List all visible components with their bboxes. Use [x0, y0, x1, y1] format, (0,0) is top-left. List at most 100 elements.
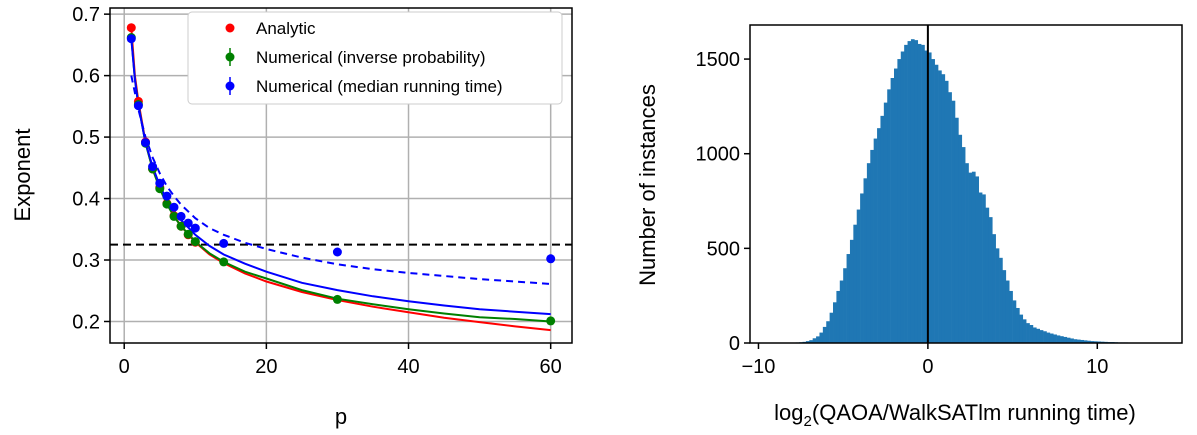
histogram-bar — [1039, 330, 1044, 343]
histogram-bar — [1026, 323, 1030, 344]
data-point — [183, 218, 193, 228]
data-point — [141, 138, 150, 148]
data-point — [190, 237, 200, 247]
histogram-bar — [927, 52, 932, 343]
right-y-axis-label: Number of instances — [635, 84, 660, 286]
legend-label-inverse-probability: Numerical (inverse probability) — [256, 48, 486, 67]
histogram-bar — [887, 89, 891, 343]
histogram-bar — [1046, 332, 1051, 343]
histogram-bar — [839, 280, 844, 343]
histogram-bar — [992, 234, 996, 343]
data-point — [162, 199, 172, 209]
histogram-bar — [812, 338, 817, 343]
histogram-bar — [982, 194, 986, 343]
left-x-tick-label: 60 — [540, 356, 562, 378]
right-x-tick-label: 0 — [922, 356, 933, 378]
data-point — [148, 162, 158, 172]
histogram-bar — [965, 163, 969, 343]
histogram-bar — [826, 321, 830, 343]
left-y-tick-label: 0.4 — [72, 189, 100, 211]
left-plot-frame — [109, 7, 573, 344]
histogram-bar — [900, 51, 905, 343]
histogram-bar — [931, 59, 935, 343]
histogram-bar — [1053, 334, 1057, 343]
legend-marker-analytic — [225, 23, 235, 33]
histogram-bar — [880, 115, 885, 343]
right-x-axis-label-base: 2 — [804, 413, 812, 430]
legend-entry-median-running-time: Numerical (median running time) — [225, 77, 503, 96]
histogram-bar — [954, 117, 959, 343]
legend-label-analytic: Analytic — [256, 19, 316, 38]
legend-label-median-running-time: Numerical (median running time) — [256, 77, 503, 96]
histogram-bar — [822, 326, 827, 343]
right-x-ticks: −10 0 10 — [742, 343, 1108, 378]
data-point — [162, 191, 172, 201]
right-y-tick-label: 0 — [729, 333, 740, 355]
histogram-bar — [910, 39, 915, 343]
histogram-bar — [860, 193, 864, 343]
exponent-chart: 0 20 40 60 0.2 0.3 0.4 0.5 0.6 0.7 p Exponent An… — [10, 4, 573, 429]
data-point — [332, 247, 342, 257]
left-y-tick-label: 0.2 — [72, 311, 100, 333]
right-x-tick-label: −10 — [742, 356, 776, 378]
histogram-bar — [1083, 340, 1088, 343]
left-x-tick-label: 0 — [119, 356, 130, 378]
data-point — [176, 221, 186, 231]
histogram-bar — [961, 147, 966, 343]
histogram-bar — [985, 207, 990, 343]
histogram-bar — [1012, 300, 1017, 343]
histogram-bar — [971, 171, 976, 343]
data-point — [126, 23, 136, 33]
right-y-tick-label: 1000 — [696, 144, 741, 166]
data-point — [219, 238, 229, 248]
histogram-bar — [904, 44, 908, 344]
left-fit-lines — [110, 27, 572, 332]
histogram-bar — [975, 176, 980, 343]
right-y-ticks: 0 500 1000 1500 — [696, 49, 750, 355]
histogram-bar — [1009, 290, 1013, 343]
histogram-bar — [1005, 280, 1010, 343]
histogram-bar — [988, 217, 993, 344]
data-point — [332, 294, 342, 304]
right-y-tick-label: 500 — [707, 238, 740, 260]
histogram-bar — [805, 341, 810, 343]
left-y-tick-label: 0.5 — [72, 127, 100, 149]
histogram-bar — [1073, 339, 1078, 343]
histogram-bar — [853, 224, 858, 343]
legend-entry-analytic: Analytic — [225, 19, 316, 38]
right-x-axis-label: log2(QAOA/WalkSATlm running time) — [774, 400, 1136, 430]
histogram-bar — [1056, 335, 1061, 343]
histogram-bar — [968, 172, 973, 343]
fit-line — [130, 38, 551, 316]
right-x-axis-label-log: log — [774, 400, 803, 425]
histogram-bar — [829, 312, 834, 343]
histogram-bar — [833, 302, 837, 343]
histogram-bar — [866, 163, 871, 343]
legend-entry-inverse-probability: Numerical (inverse probability) — [225, 48, 486, 67]
histogram-bars — [785, 39, 1176, 344]
histogram-bar — [873, 138, 878, 343]
histogram-bar — [978, 192, 983, 343]
histogram-bar — [1097, 341, 1101, 343]
histogram-bar — [1049, 333, 1054, 343]
left-y-tick-label: 0.6 — [72, 66, 100, 88]
data-point — [190, 223, 200, 233]
histogram-bar — [1022, 319, 1027, 343]
histogram-bar — [907, 41, 912, 344]
data-point — [176, 211, 186, 221]
left-x-tick-label: 20 — [255, 356, 277, 378]
histogram-bar — [951, 100, 956, 344]
histogram-bar — [914, 40, 919, 343]
left-x-ticks: 0 20 40 60 — [119, 343, 562, 378]
histogram-bar — [843, 268, 847, 343]
right-x-axis-label-rest: (QAOA/WalkSATlm running time) — [812, 400, 1136, 425]
histogram-bar — [995, 248, 1000, 343]
fit-line — [130, 75, 551, 285]
histogram-bar — [944, 80, 949, 343]
histogram-bar — [1019, 314, 1024, 343]
histogram-bar — [1029, 325, 1034, 343]
histogram-bar — [1090, 341, 1095, 343]
left-y-ticks: 0.2 0.3 0.4 0.5 0.6 0.7 — [72, 4, 110, 333]
histogram-bar — [846, 254, 851, 343]
